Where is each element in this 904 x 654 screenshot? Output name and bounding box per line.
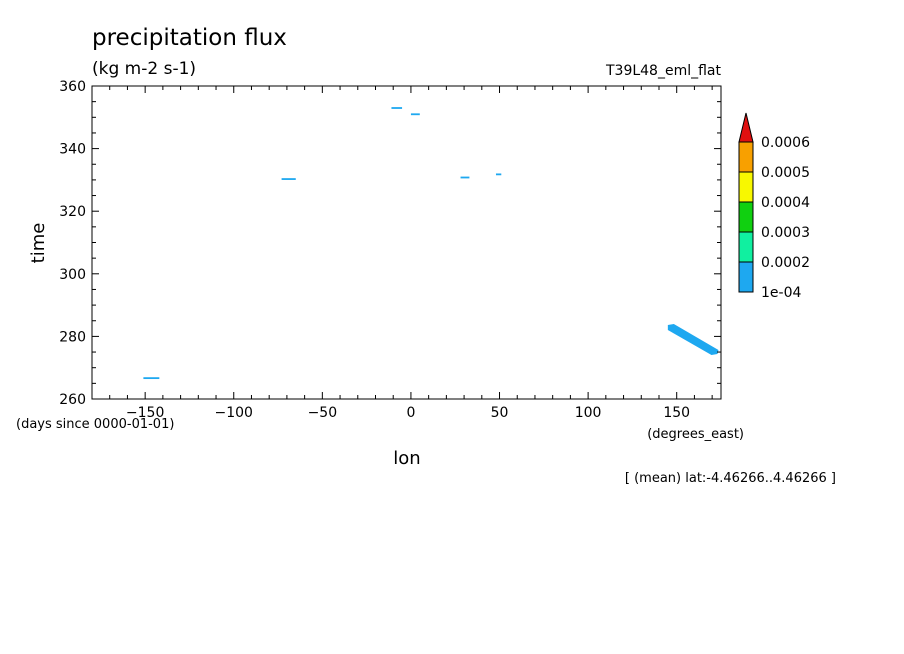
x-axis-label: lon: [393, 448, 420, 469]
plot-frame: [91, 85, 722, 400]
y-axis-units: (days since 0000-01-01): [16, 417, 174, 432]
colorbar-segment: [738, 141, 754, 173]
colorbar-segment: [738, 231, 754, 263]
averaging-annotation: [ (mean) lat:-4.46266..4.46266 ]: [625, 471, 836, 486]
colorbar-label: 0.0003: [761, 225, 810, 241]
y-tick-label: 320: [59, 204, 86, 220]
precip-streak-2: [391, 107, 403, 109]
x-axis-units: (degrees_east): [647, 427, 744, 442]
x-tick-label: 150: [663, 405, 690, 421]
colorbar-segment: [738, 201, 754, 233]
y-tick-label: 300: [59, 267, 86, 283]
colorbar-label: 0.0005: [761, 165, 810, 181]
chart-units: (kg m-2 s-1): [92, 59, 196, 79]
plot-area: [91, 85, 722, 400]
experiment-label: T39L48_eml_flat: [605, 63, 722, 79]
precip-streak-3: [410, 113, 420, 116]
chart-title: precipitation flux: [92, 25, 287, 51]
y-tick-label: 340: [59, 142, 86, 158]
y-tick-label: 260: [59, 392, 86, 408]
x-tick-label: 100: [575, 405, 602, 421]
y-tick-label: 280: [59, 329, 86, 345]
colorbar: 1e-04 0.0002 0.0003 0.0004 0.0005 0.0006: [738, 112, 810, 301]
colorbar-label: 1e-04: [761, 285, 801, 301]
colorbar-extend-arrow: [738, 112, 754, 143]
x-tick-label: 50: [491, 405, 509, 421]
precip-streak-1: [281, 178, 296, 180]
x-tick-label: −50: [308, 405, 338, 421]
precip-streak-0: [143, 377, 160, 380]
colorbar-label: 0.0006: [761, 135, 810, 151]
y-tick-label: 360: [59, 79, 86, 95]
x-tick-label: −100: [215, 405, 253, 421]
y-axis: 260 280 300 320 340 360: [59, 79, 721, 408]
x-tick-label: 0: [406, 405, 415, 421]
colorbar-label: 0.0002: [761, 255, 810, 271]
x-tick-label: −150: [126, 405, 164, 421]
y-axis-label: time: [28, 223, 49, 264]
x-axis: −150 −100 −50 0 50 100 150: [91, 86, 713, 421]
colorbar-segment: [738, 171, 754, 203]
precip-streak-4: [460, 176, 470, 179]
colorbar-segment: [738, 261, 754, 293]
precip-band-6: [667, 324, 719, 356]
colorbar-label: 0.0004: [761, 195, 810, 211]
precip-streak-5: [495, 173, 502, 176]
